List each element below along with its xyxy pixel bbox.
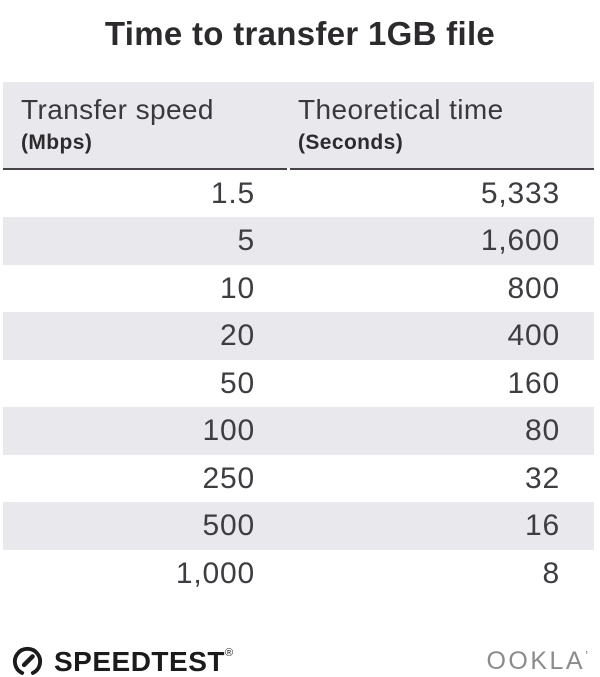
cell-time: 1,600 — [480, 224, 560, 258]
table-body: 1.5 5,333 5 1,600 10 800 20 400 50 160 1… — [3, 169, 594, 598]
footer: SPEEDTEST ® OOKLA ’ — [10, 644, 588, 677]
column-header-time-unit: (Seconds) — [298, 130, 404, 154]
cell-time: 32 — [525, 461, 560, 495]
cell-speed: 500 — [202, 509, 255, 543]
table-row: 10 800 — [3, 264, 594, 313]
speedtest-wordmark: SPEEDTEST — [54, 645, 225, 677]
cell-speed: 1.5 — [210, 176, 255, 210]
speedtest-logo: SPEEDTEST ® — [10, 644, 233, 677]
cell-speed: 100 — [202, 414, 255, 448]
column-header-speed-unit: (Mbps) — [21, 130, 93, 154]
cell-speed: 20 — [220, 319, 255, 353]
speedtest-gauge-icon — [12, 646, 43, 675]
table-row: 250 32 — [3, 454, 594, 503]
page-title: Time to transfer 1GB file — [104, 15, 496, 52]
cell-speed: 10 — [220, 271, 255, 305]
cell-time: 400 — [507, 319, 560, 353]
table-row: 1.5 5,333 — [3, 169, 594, 218]
cell-time: 5,333 — [480, 176, 560, 210]
column-header-speed: Transfer speed (Mbps) — [3, 94, 288, 154]
cell-time: 80 — [525, 414, 560, 448]
cell-time: 800 — [507, 271, 560, 305]
ookla-wordmark: OOKLA — [486, 647, 586, 675]
transfer-time-table: Transfer speed (Mbps) Theoretical time (… — [3, 82, 594, 598]
column-header-time: Theoretical time (Seconds) — [288, 94, 594, 154]
table-row: 20 400 — [3, 312, 594, 360]
cell-time: 160 — [507, 366, 560, 400]
table-row: 50 160 — [3, 359, 594, 408]
cell-time: 8 — [542, 556, 560, 590]
cell-time: 16 — [525, 509, 560, 543]
column-header-speed-label: Transfer speed — [21, 94, 214, 125]
table-row: 100 80 — [3, 407, 594, 455]
cell-speed: 250 — [202, 461, 255, 495]
ookla-logo: OOKLA ’ — [486, 647, 588, 676]
table-row: 1,000 8 — [3, 549, 594, 598]
infographic-page: Time to transfer 1GB file Transfer speed… — [0, 15, 600, 677]
cell-speed: 50 — [220, 366, 255, 400]
column-header-time-label: Theoretical time — [298, 94, 504, 125]
table-row: 500 16 — [3, 502, 594, 550]
cell-speed: 5 — [237, 224, 255, 258]
table-row: 5 1,600 — [3, 217, 594, 265]
table-header: Transfer speed (Mbps) Theoretical time (… — [3, 82, 594, 170]
ookla-trademark-symbol: ’ — [585, 648, 588, 663]
registered-trademark-symbol: ® — [224, 647, 234, 659]
cell-speed: 1,000 — [175, 556, 255, 590]
